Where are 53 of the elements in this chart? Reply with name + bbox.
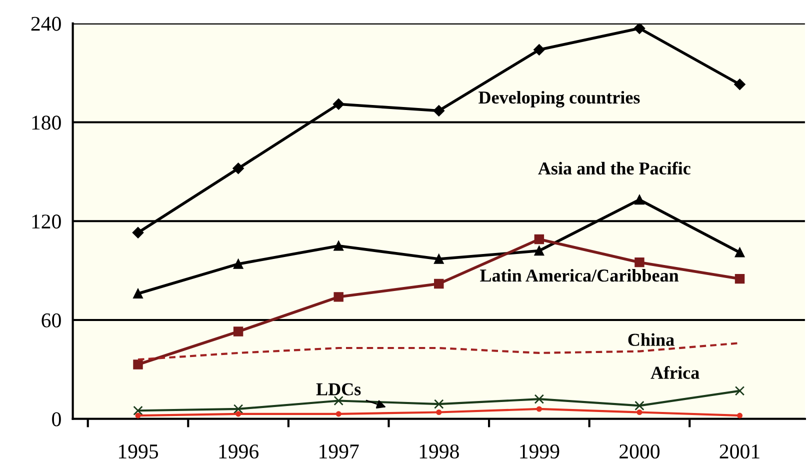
y-tick-label: 240: [31, 16, 61, 31]
point: [534, 394, 544, 404]
y-tick-label: 180: [32, 116, 61, 130]
point: [433, 105, 444, 116]
point: [233, 404, 244, 414]
x-tick-label: 2001: [720, 444, 760, 459]
point: [334, 292, 344, 302]
point: [135, 412, 141, 418]
point: [133, 360, 143, 370]
point: [536, 406, 542, 412]
point: [634, 194, 644, 205]
point: [336, 411, 342, 417]
y-tick-label: 120: [32, 214, 61, 229]
x-tick-label: 1999: [520, 444, 560, 459]
point: [436, 409, 442, 416]
point: [634, 400, 644, 411]
series-label: China: [628, 333, 674, 346]
point: [133, 288, 143, 298]
point: [634, 257, 644, 268]
point: [232, 162, 244, 174]
x-tick-label: 1997: [320, 444, 359, 459]
point: [434, 254, 444, 264]
series-label: Africa: [650, 366, 700, 379]
point: [236, 411, 242, 417]
series-label: Developing countries: [478, 90, 640, 108]
y-tick-label: 60: [42, 313, 61, 328]
point: [534, 44, 545, 56]
series-label: Latin America/Caribbean: [480, 268, 679, 282]
y-tick-label: 0: [52, 412, 61, 426]
point: [634, 23, 646, 34]
point: [734, 386, 745, 396]
point: [734, 78, 746, 90]
x-tick-label: 1998: [420, 444, 459, 459]
point: [534, 246, 544, 256]
point: [133, 406, 143, 416]
text: Asia and the Pacific: [538, 162, 690, 175]
point: [734, 274, 745, 284]
point: [434, 278, 444, 289]
point: [132, 227, 144, 238]
point: [734, 248, 745, 258]
point: [736, 412, 743, 418]
point: [534, 234, 544, 244]
point: [233, 259, 244, 269]
series-label: LDCs: [316, 383, 361, 396]
point: [636, 409, 642, 416]
x-tick-label: 1995: [119, 444, 158, 459]
point: [334, 396, 344, 406]
point: [334, 240, 344, 251]
point: [233, 326, 244, 336]
x-tick-label: 1996: [219, 444, 259, 459]
x-tick-label: 2000: [620, 444, 660, 459]
point: [332, 98, 344, 110]
point: [434, 399, 444, 409]
